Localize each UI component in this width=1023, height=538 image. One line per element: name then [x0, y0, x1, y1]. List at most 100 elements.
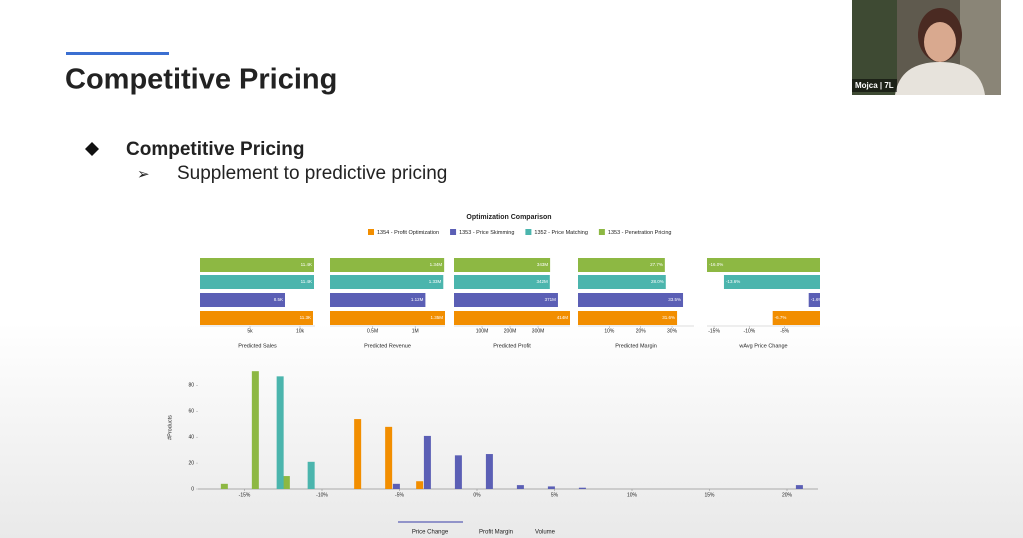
y-axis-label: #Products: [167, 415, 173, 440]
bar: [454, 293, 558, 307]
bar: [200, 293, 285, 307]
bullet-diamond: [85, 142, 99, 156]
panel-label: Predicted Sales: [238, 343, 277, 349]
y-tick-label: 80: [188, 383, 194, 389]
y-tick-label: 40: [188, 435, 194, 441]
face: [924, 22, 956, 62]
histogram-bar: [307, 461, 315, 489]
y-tick-label: 0: [191, 486, 194, 492]
x-tick-label: 20%: [782, 492, 793, 498]
bar: [578, 311, 678, 325]
histogram-bar: [282, 476, 290, 489]
bar: [330, 293, 426, 307]
bar-value-label: 27.7%: [650, 262, 663, 267]
tab[interactable]: Price Change: [412, 530, 449, 536]
bar: [707, 258, 820, 272]
x-tick-label: 10k: [296, 328, 305, 334]
x-tick-label: 10%: [627, 492, 638, 498]
bar-value-label: -6.7%: [775, 315, 787, 320]
x-tick-label: 20%: [636, 328, 647, 334]
bar-value-label: 11.4K: [301, 262, 312, 267]
bar-value-label: 414M: [557, 315, 569, 320]
histogram-bar: [795, 485, 803, 489]
histogram-bar: [276, 376, 284, 489]
name-badge: [852, 79, 897, 92]
x-tick-label: 300M: [532, 328, 545, 334]
bar: [454, 311, 570, 325]
bar-value-label: 11.4K: [301, 279, 312, 284]
bar: [200, 311, 313, 325]
title-accent: [66, 52, 169, 55]
x-tick-label: 100M: [476, 328, 489, 334]
x-tick-label: 10%: [604, 328, 615, 334]
bar: [578, 275, 666, 289]
x-tick-label: -15%: [239, 492, 251, 498]
histogram-bar: [423, 435, 431, 489]
x-tick-label: 0%: [473, 492, 481, 498]
bar: [454, 258, 551, 272]
bar-value-label: 28.0%: [651, 279, 664, 284]
bar: [808, 293, 820, 307]
bar: [330, 275, 444, 289]
histogram-bar: [547, 486, 555, 489]
panel-label: Predicted Revenue: [364, 343, 411, 349]
bar-value-label: 11.3K: [300, 315, 311, 320]
sub-bullet-text: Supplement to predictive pricing: [177, 163, 447, 184]
bar: [330, 258, 445, 272]
histogram-bar: [485, 454, 493, 489]
x-tick-label: -15%: [708, 328, 720, 334]
x-tick-label: -5%: [780, 328, 789, 334]
x-tick-label: -10%: [744, 328, 756, 334]
bar-value-label: -13.6%: [726, 279, 740, 284]
bar-value-label: 33.5%: [668, 297, 681, 302]
histogram-bar: [392, 483, 400, 489]
bar: [200, 258, 314, 272]
sub-bullet-arrow: ➢: [137, 166, 150, 183]
legend-label: 1353 - Price Skimming: [459, 230, 514, 236]
legend-label: 1354 - Profit Optimization: [377, 230, 439, 236]
panel-label: wAvg Price Change: [738, 343, 787, 349]
bar-value-label: 371M: [545, 297, 557, 302]
participant-name: Mojca | 7L: [855, 81, 894, 90]
bar: [454, 275, 550, 289]
histogram-bar: [416, 481, 424, 489]
tab[interactable]: Profit Margin: [479, 530, 513, 536]
bar-value-label: 1.12M: [411, 297, 424, 302]
panel-label: Predicted Margin: [615, 343, 657, 349]
bar-value-label: -16.0%: [709, 262, 723, 267]
bullet-text: Competitive Pricing: [126, 139, 304, 160]
bar-value-label: 8.5K: [274, 297, 283, 302]
legend-swatch: [525, 229, 532, 235]
bar-value-label: 1.33M: [429, 279, 442, 284]
tab[interactable]: Volume: [535, 530, 556, 536]
bar: [723, 275, 820, 289]
x-tick-label: 5k: [247, 328, 253, 334]
bar: [578, 293, 684, 307]
panel-label: Predicted Profit: [493, 343, 531, 349]
shirt: [895, 62, 985, 95]
bar: [578, 258, 665, 272]
bar: [200, 275, 314, 289]
bar-value-label: 1.35M: [430, 315, 443, 320]
x-tick-label: 1M: [412, 328, 419, 334]
legend-label: 1352 - Price Matching: [534, 230, 588, 236]
x-tick-label: 30%: [667, 328, 678, 334]
bar: [330, 311, 445, 325]
slide-title: Competitive Pricing: [65, 64, 337, 96]
video-tile: Mojca | 7L: [852, 0, 1001, 95]
legend-swatch: [598, 229, 605, 235]
legend-label: 1353 - Penetration Pricing: [608, 230, 672, 236]
x-tick-label: 5%: [551, 492, 559, 498]
legend-swatch: [450, 229, 457, 235]
bar-value-label: 342M: [537, 279, 549, 284]
x-tick-label: -5%: [395, 492, 404, 498]
histogram-bar: [251, 371, 259, 489]
histogram-bar: [578, 487, 586, 489]
bar-value-label: 1.34M: [430, 262, 443, 267]
x-tick-label: 200M: [504, 328, 517, 334]
bar-value-label: 31.6%: [662, 315, 675, 320]
bar: [772, 311, 820, 325]
histogram-bar: [385, 426, 393, 489]
